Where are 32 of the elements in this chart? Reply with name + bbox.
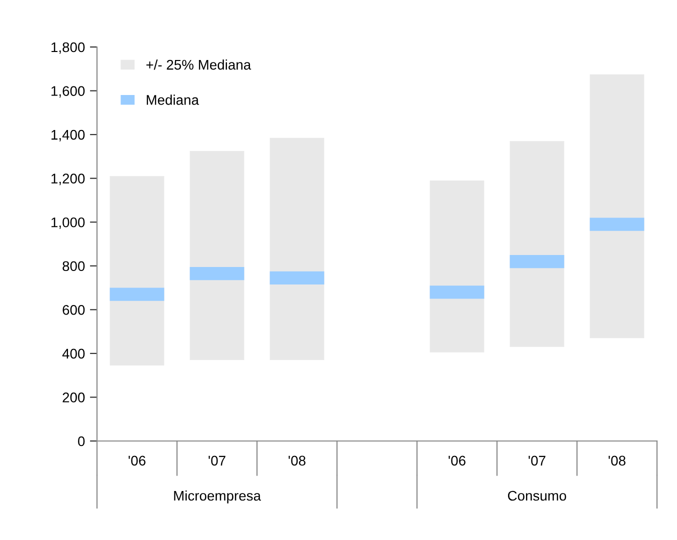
y-tick-label: 600 — [62, 305, 85, 315]
bar — [270, 271, 324, 284]
bar — [430, 286, 484, 299]
bar — [590, 218, 644, 231]
y-tick-label: 400 — [62, 348, 85, 359]
legend-label: Mediana — [146, 94, 199, 105]
bar — [510, 141, 564, 347]
y-tick-label: 1,200 — [52, 174, 85, 186]
y-tick-label: 1,000 — [52, 217, 85, 229]
y-tick-label: 200 — [62, 392, 85, 402]
x-tick-label: '08 — [288, 456, 306, 466]
y-tick-label: 1,400 — [52, 130, 85, 142]
bar — [110, 176, 164, 366]
bar — [590, 74, 644, 338]
x-tick-label: '08 — [608, 456, 626, 466]
bar — [270, 138, 324, 360]
text: Microempresa — [174, 490, 261, 504]
legend-label: +/- 25% Mediana — [146, 60, 252, 70]
x-tick-label: '07 — [528, 456, 546, 466]
bar — [430, 180, 484, 352]
bar — [110, 288, 164, 301]
y-tick-label: 0 — [78, 436, 85, 446]
x-tick-label: '06 — [128, 456, 146, 466]
y-tick-label: 1,800 — [52, 42, 85, 54]
x-tick-label: '06 — [448, 456, 466, 466]
y-tick-label: 1,600 — [52, 86, 85, 98]
bar — [190, 150, 244, 360]
text: Consumo — [508, 490, 566, 501]
y-tick-label: 800 — [62, 261, 85, 272]
bar — [190, 266, 244, 280]
x-tick-label: '07 — [208, 456, 226, 466]
bar — [510, 254, 564, 268]
